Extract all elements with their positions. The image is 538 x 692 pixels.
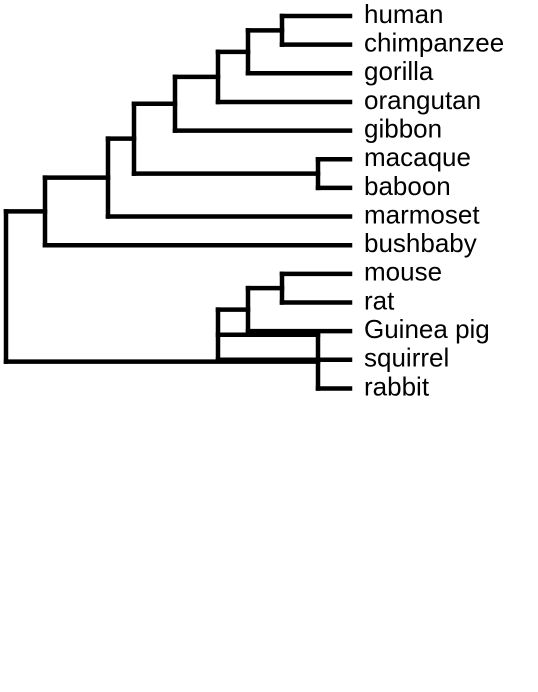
taxon-label-rabbit: rabbit <box>364 371 430 401</box>
taxon-label-gorilla: gorilla <box>364 56 434 86</box>
taxon-label-human: human <box>364 0 444 29</box>
taxon-label-rat: rat <box>364 285 395 315</box>
taxon-label-baboon: baboon <box>364 171 451 201</box>
taxon-label-chimpanzee: chimpanzee <box>364 28 504 58</box>
taxon-label-orangutan: orangutan <box>364 85 481 115</box>
taxon-label-squirrel: squirrel <box>364 343 449 373</box>
taxon-label-macaque: macaque <box>364 142 471 172</box>
taxon-label-guinea-pig: Guinea pig <box>364 314 490 344</box>
taxon-labels: humanchimpanzeegorillaorangutangibbonmac… <box>364 0 504 401</box>
taxon-label-bushbaby: bushbaby <box>364 228 477 258</box>
taxon-label-gibbon: gibbon <box>364 113 442 143</box>
taxon-label-marmoset: marmoset <box>364 199 480 229</box>
taxon-label-mouse: mouse <box>364 257 442 287</box>
tree-branches <box>3 13 353 391</box>
